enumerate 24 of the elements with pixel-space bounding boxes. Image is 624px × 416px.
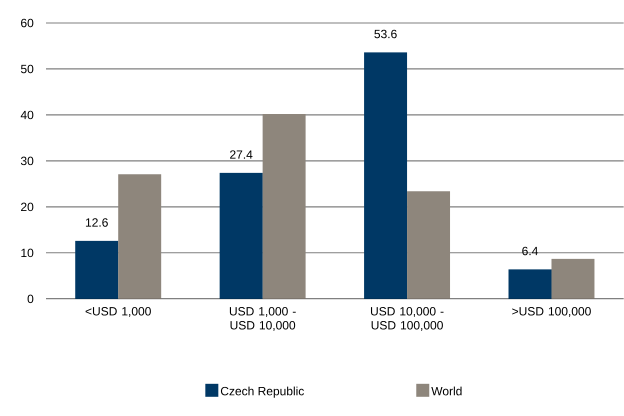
x-tick-label: USD 1,000 - USD 10,000: [230, 307, 296, 332]
bar: [220, 172, 263, 299]
x-tick-label: >USD 100,000: [512, 307, 591, 318]
bar: [118, 174, 162, 299]
bar: [262, 114, 306, 299]
legend-label: World: [431, 386, 462, 396]
y-tick-label: 50: [20, 64, 34, 74]
y-tick-label: 60: [21, 18, 34, 28]
data-label: 27.4: [230, 150, 252, 159]
bar: [551, 258, 594, 299]
y-tick-label: 20: [21, 202, 34, 212]
y-tick-label: 30: [20, 156, 34, 166]
bar: [508, 270, 552, 299]
bar: [75, 241, 118, 299]
y-tick-label: 10: [21, 248, 34, 258]
y-tick-label: 0: [28, 294, 34, 304]
data-label: 12.6: [86, 218, 108, 227]
x-tick-label: USD 10,000 - USD 100,000: [370, 307, 444, 332]
bar: [364, 52, 408, 299]
bar: [407, 191, 450, 299]
legend-label: Czech Republic: [220, 386, 304, 398]
y-tick-label: 40: [20, 110, 34, 120]
data-label: 53.6: [374, 30, 397, 38]
x-tick-label: <USD 1,000: [86, 307, 151, 318]
